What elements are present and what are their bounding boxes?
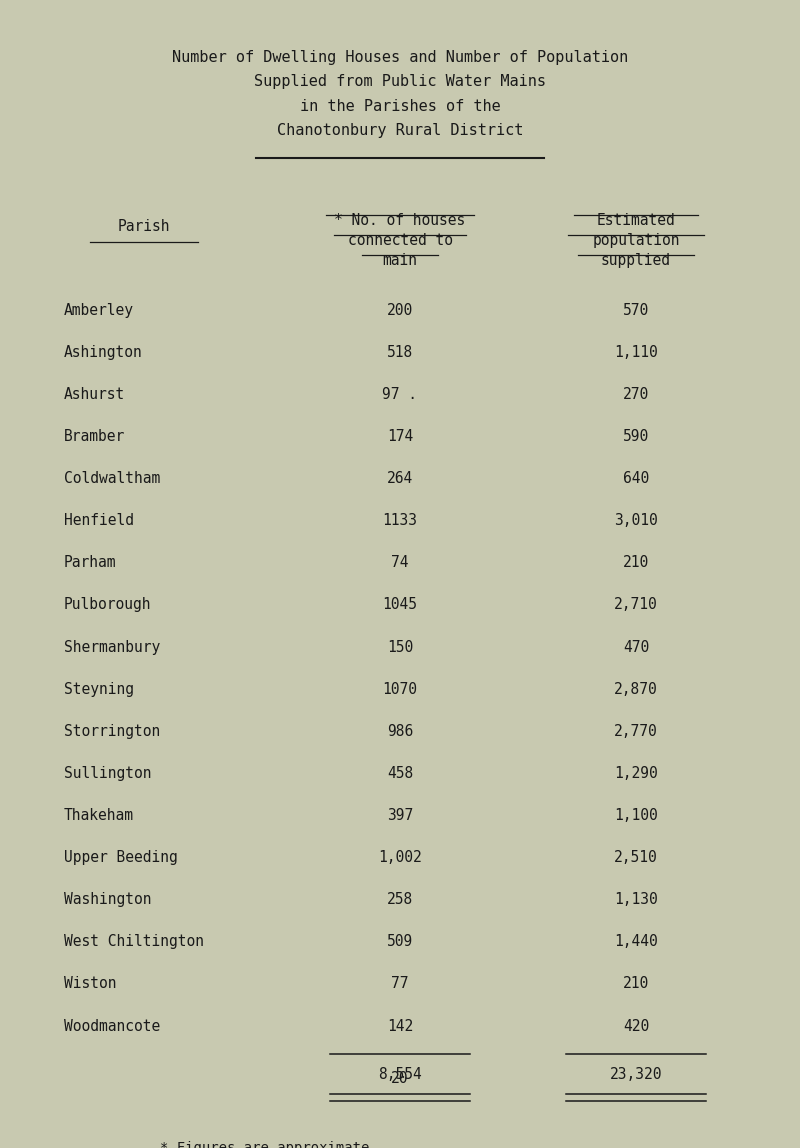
Text: Shermanbury: Shermanbury [64,639,160,654]
Text: 258: 258 [387,892,413,907]
Text: 210: 210 [623,977,649,992]
Text: Chanotonbury Rural District: Chanotonbury Rural District [277,123,523,138]
Text: 210: 210 [623,556,649,571]
Text: 2,870: 2,870 [614,682,658,697]
Text: Bramber: Bramber [64,429,126,444]
Text: 8,554: 8,554 [378,1068,422,1083]
Text: 1,100: 1,100 [614,808,658,823]
Text: Storrington: Storrington [64,723,160,739]
Text: population: population [592,233,680,248]
Text: 2,710: 2,710 [614,597,658,612]
Text: Supplied from Public Water Mains: Supplied from Public Water Mains [254,75,546,90]
Text: Estimated: Estimated [597,212,675,227]
Text: Woodmancote: Woodmancote [64,1018,160,1033]
Text: 397: 397 [387,808,413,823]
Text: 20: 20 [391,1071,409,1086]
Text: 1,130: 1,130 [614,892,658,907]
Text: Upper Beeding: Upper Beeding [64,851,178,866]
Text: 150: 150 [387,639,413,654]
Text: 640: 640 [623,471,649,486]
Text: West Chiltington: West Chiltington [64,934,204,949]
Text: 470: 470 [623,639,649,654]
Text: Amberley: Amberley [64,303,134,318]
Text: 570: 570 [623,303,649,318]
Text: 1133: 1133 [382,513,418,528]
Text: Steyning: Steyning [64,682,134,697]
Text: 2,510: 2,510 [614,851,658,866]
Text: Number of Dwelling Houses and Number of Population: Number of Dwelling Houses and Number of … [172,49,628,65]
Text: main: main [382,253,418,267]
Text: 1045: 1045 [382,597,418,612]
Text: 1,110: 1,110 [614,344,658,359]
Text: 97 .: 97 . [382,387,418,402]
Text: 142: 142 [387,1018,413,1033]
Text: Parham: Parham [64,556,117,571]
Text: Sullington: Sullington [64,766,151,781]
Text: 270: 270 [623,387,649,402]
Text: 420: 420 [623,1018,649,1033]
Text: * No. of houses: * No. of houses [334,212,466,227]
Text: 518: 518 [387,344,413,359]
Text: Parish: Parish [118,219,170,234]
Text: Pulborough: Pulborough [64,597,151,612]
Text: Wiston: Wiston [64,977,117,992]
Text: in the Parishes of the: in the Parishes of the [300,99,500,114]
Text: 74: 74 [391,556,409,571]
Text: 77: 77 [391,977,409,992]
Text: * Figures are approximate: * Figures are approximate [160,1140,370,1148]
Text: 2,770: 2,770 [614,723,658,739]
Text: 1,440: 1,440 [614,934,658,949]
Text: supplied: supplied [601,253,671,267]
Text: Thakeham: Thakeham [64,808,134,823]
Text: 458: 458 [387,766,413,781]
Text: connected to: connected to [347,233,453,248]
Text: 1,002: 1,002 [378,851,422,866]
Text: Coldwaltham: Coldwaltham [64,471,160,486]
Text: 509: 509 [387,934,413,949]
Text: 1070: 1070 [382,682,418,697]
Text: 590: 590 [623,429,649,444]
Text: 23,320: 23,320 [610,1068,662,1083]
Text: Ashurst: Ashurst [64,387,126,402]
Text: 264: 264 [387,471,413,486]
Text: 200: 200 [387,303,413,318]
Text: Henfield: Henfield [64,513,134,528]
Text: 3,010: 3,010 [614,513,658,528]
Text: 986: 986 [387,723,413,739]
Text: Washington: Washington [64,892,151,907]
Text: 174: 174 [387,429,413,444]
Text: Ashington: Ashington [64,344,142,359]
Text: 1,290: 1,290 [614,766,658,781]
